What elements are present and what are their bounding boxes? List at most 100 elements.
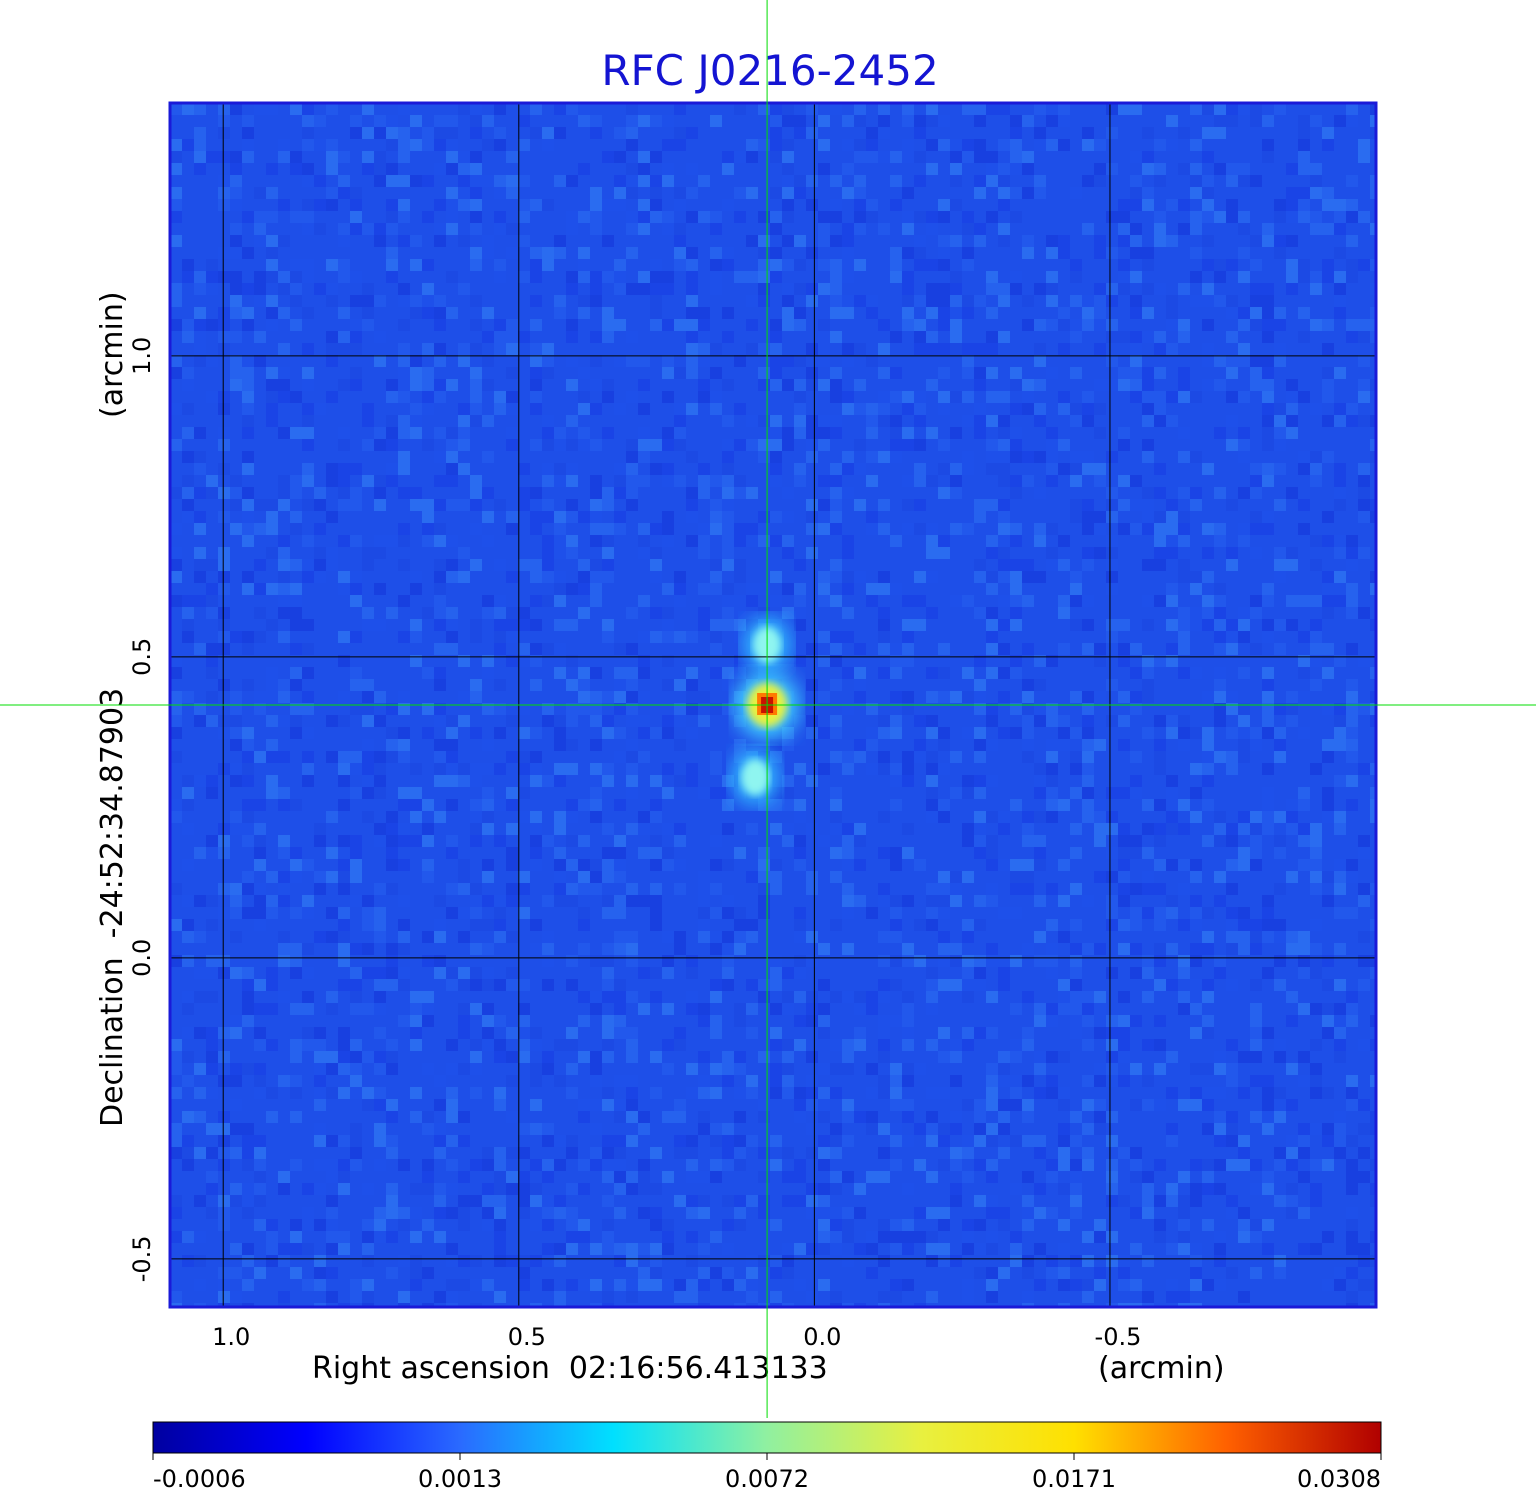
noise-pixel bbox=[1346, 1207, 1358, 1219]
noise-pixel bbox=[206, 1039, 218, 1051]
noise-pixel bbox=[590, 1147, 602, 1159]
noise-pixel bbox=[746, 535, 758, 547]
noise-pixel bbox=[1310, 955, 1322, 967]
noise-pixel bbox=[722, 523, 734, 535]
noise-pixel bbox=[974, 235, 986, 247]
noise-pixel bbox=[722, 607, 734, 619]
noise-pixel bbox=[1058, 1219, 1070, 1231]
noise-pixel bbox=[470, 343, 482, 355]
noise-pixel bbox=[950, 595, 962, 607]
noise-pixel bbox=[638, 895, 650, 907]
noise-pixel bbox=[482, 511, 494, 523]
noise-pixel bbox=[650, 523, 662, 535]
x-tick-label: 1.0 bbox=[212, 1323, 250, 1351]
noise-pixel bbox=[218, 907, 230, 919]
noise-pixel bbox=[962, 1243, 974, 1255]
noise-pixel bbox=[1250, 463, 1262, 475]
noise-pixel bbox=[986, 1171, 998, 1183]
noise-pixel bbox=[470, 1279, 482, 1291]
noise-pixel bbox=[782, 607, 794, 619]
noise-pixel bbox=[398, 835, 410, 847]
noise-pixel bbox=[470, 391, 482, 403]
noise-pixel bbox=[1130, 175, 1142, 187]
noise-pixel bbox=[962, 871, 974, 883]
noise-pixel bbox=[1286, 271, 1298, 283]
noise-pixel bbox=[818, 319, 830, 331]
noise-pixel bbox=[1094, 1063, 1106, 1075]
noise-pixel bbox=[1070, 1027, 1082, 1039]
noise-pixel bbox=[998, 103, 1010, 115]
noise-pixel bbox=[290, 151, 302, 163]
noise-pixel bbox=[1334, 283, 1346, 295]
noise-pixel bbox=[242, 1303, 254, 1307]
noise-pixel bbox=[830, 331, 842, 343]
noise-pixel bbox=[662, 427, 674, 439]
noise-pixel bbox=[1046, 1207, 1058, 1219]
noise-pixel bbox=[590, 355, 602, 367]
noise-pixel bbox=[182, 1147, 194, 1159]
noise-pixel bbox=[1082, 619, 1094, 631]
noise-pixel bbox=[770, 1087, 782, 1099]
noise-pixel bbox=[170, 103, 182, 115]
noise-pixel bbox=[1034, 859, 1046, 871]
noise-pixel bbox=[914, 859, 926, 871]
noise-pixel bbox=[614, 1111, 626, 1123]
noise-pixel bbox=[386, 1039, 398, 1051]
noise-pixel bbox=[806, 1183, 818, 1195]
noise-pixel bbox=[182, 895, 194, 907]
noise-pixel bbox=[1070, 691, 1082, 703]
noise-pixel bbox=[1106, 583, 1118, 595]
noise-pixel bbox=[170, 1195, 182, 1207]
noise-pixel bbox=[686, 1135, 698, 1147]
noise-pixel bbox=[362, 307, 374, 319]
noise-pixel bbox=[1226, 415, 1238, 427]
noise-pixel bbox=[422, 703, 434, 715]
noise-pixel bbox=[266, 787, 278, 799]
noise-pixel bbox=[1034, 1003, 1046, 1015]
noise-pixel bbox=[1142, 151, 1154, 163]
noise-pixel bbox=[1106, 847, 1118, 859]
noise-pixel bbox=[1106, 907, 1118, 919]
noise-pixel bbox=[1274, 1147, 1286, 1159]
noise-pixel bbox=[1070, 979, 1082, 991]
noise-pixel bbox=[1022, 1171, 1034, 1183]
noise-pixel bbox=[986, 163, 998, 175]
noise-pixel bbox=[1238, 715, 1250, 727]
noise-pixel bbox=[566, 439, 578, 451]
noise-pixel bbox=[218, 823, 230, 835]
noise-pixel bbox=[1142, 487, 1154, 499]
noise-pixel bbox=[1094, 1279, 1106, 1291]
noise-pixel bbox=[194, 1303, 206, 1307]
noise-pixel bbox=[734, 523, 746, 535]
noise-pixel bbox=[338, 379, 350, 391]
noise-pixel bbox=[806, 871, 818, 883]
noise-pixel bbox=[662, 319, 674, 331]
noise-pixel bbox=[1214, 667, 1226, 679]
noise-pixel bbox=[1298, 1135, 1310, 1147]
noise-pixel bbox=[1274, 703, 1286, 715]
noise-pixel bbox=[350, 343, 362, 355]
noise-pixel bbox=[254, 631, 266, 643]
noise-pixel bbox=[230, 175, 242, 187]
noise-pixel bbox=[1154, 391, 1166, 403]
noise-pixel bbox=[902, 427, 914, 439]
noise-pixel bbox=[422, 931, 434, 943]
noise-pixel bbox=[398, 859, 410, 871]
noise-pixel bbox=[1262, 907, 1274, 919]
noise-pixel bbox=[626, 187, 638, 199]
noise-pixel bbox=[650, 907, 662, 919]
noise-pixel bbox=[1010, 799, 1022, 811]
noise-pixel bbox=[818, 1087, 830, 1099]
noise-pixel bbox=[878, 1255, 890, 1267]
noise-pixel bbox=[338, 931, 350, 943]
noise-pixel bbox=[986, 607, 998, 619]
noise-pixel bbox=[830, 379, 842, 391]
noise-pixel bbox=[506, 151, 518, 163]
noise-pixel bbox=[506, 1111, 518, 1123]
noise-pixel bbox=[338, 571, 350, 583]
noise-pixel bbox=[590, 475, 602, 487]
noise-pixel bbox=[230, 691, 242, 703]
noise-pixel bbox=[1154, 163, 1166, 175]
noise-pixel bbox=[1082, 463, 1094, 475]
noise-pixel bbox=[278, 835, 290, 847]
